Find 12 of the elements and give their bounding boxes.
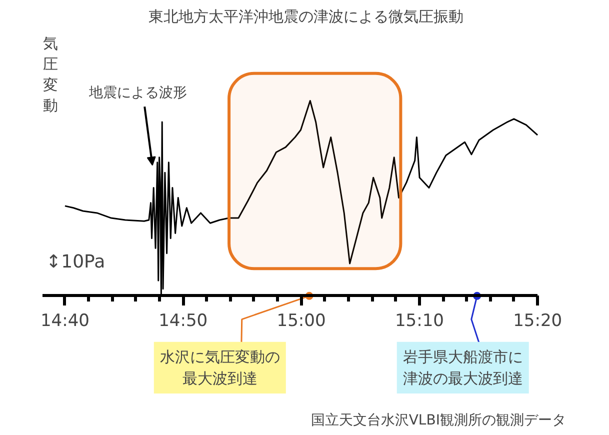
annotation: 水沢に気圧変動の最大波到達 xyxy=(160,348,280,388)
x-tick-label: 14:40 xyxy=(40,310,90,331)
text: 国立天文台水沢VLBI観測所の観測データ xyxy=(310,412,566,429)
annotation: ↕10Pa xyxy=(46,251,106,272)
annotation: 岩手県大船渡市に津波の最大波到達 xyxy=(402,348,523,388)
annotation: 地震による波形 xyxy=(88,84,188,101)
chart-title: 東北地方太平洋沖地震の津波による微気圧振動 xyxy=(148,8,464,26)
x-tick-label: 15:00 xyxy=(276,310,326,331)
x-tick-label: 15:10 xyxy=(394,310,444,331)
y-axis-title: 気圧変動 xyxy=(43,34,58,115)
x-tick-label: 15:20 xyxy=(513,310,562,331)
x-tick-label: 14:50 xyxy=(158,310,208,331)
